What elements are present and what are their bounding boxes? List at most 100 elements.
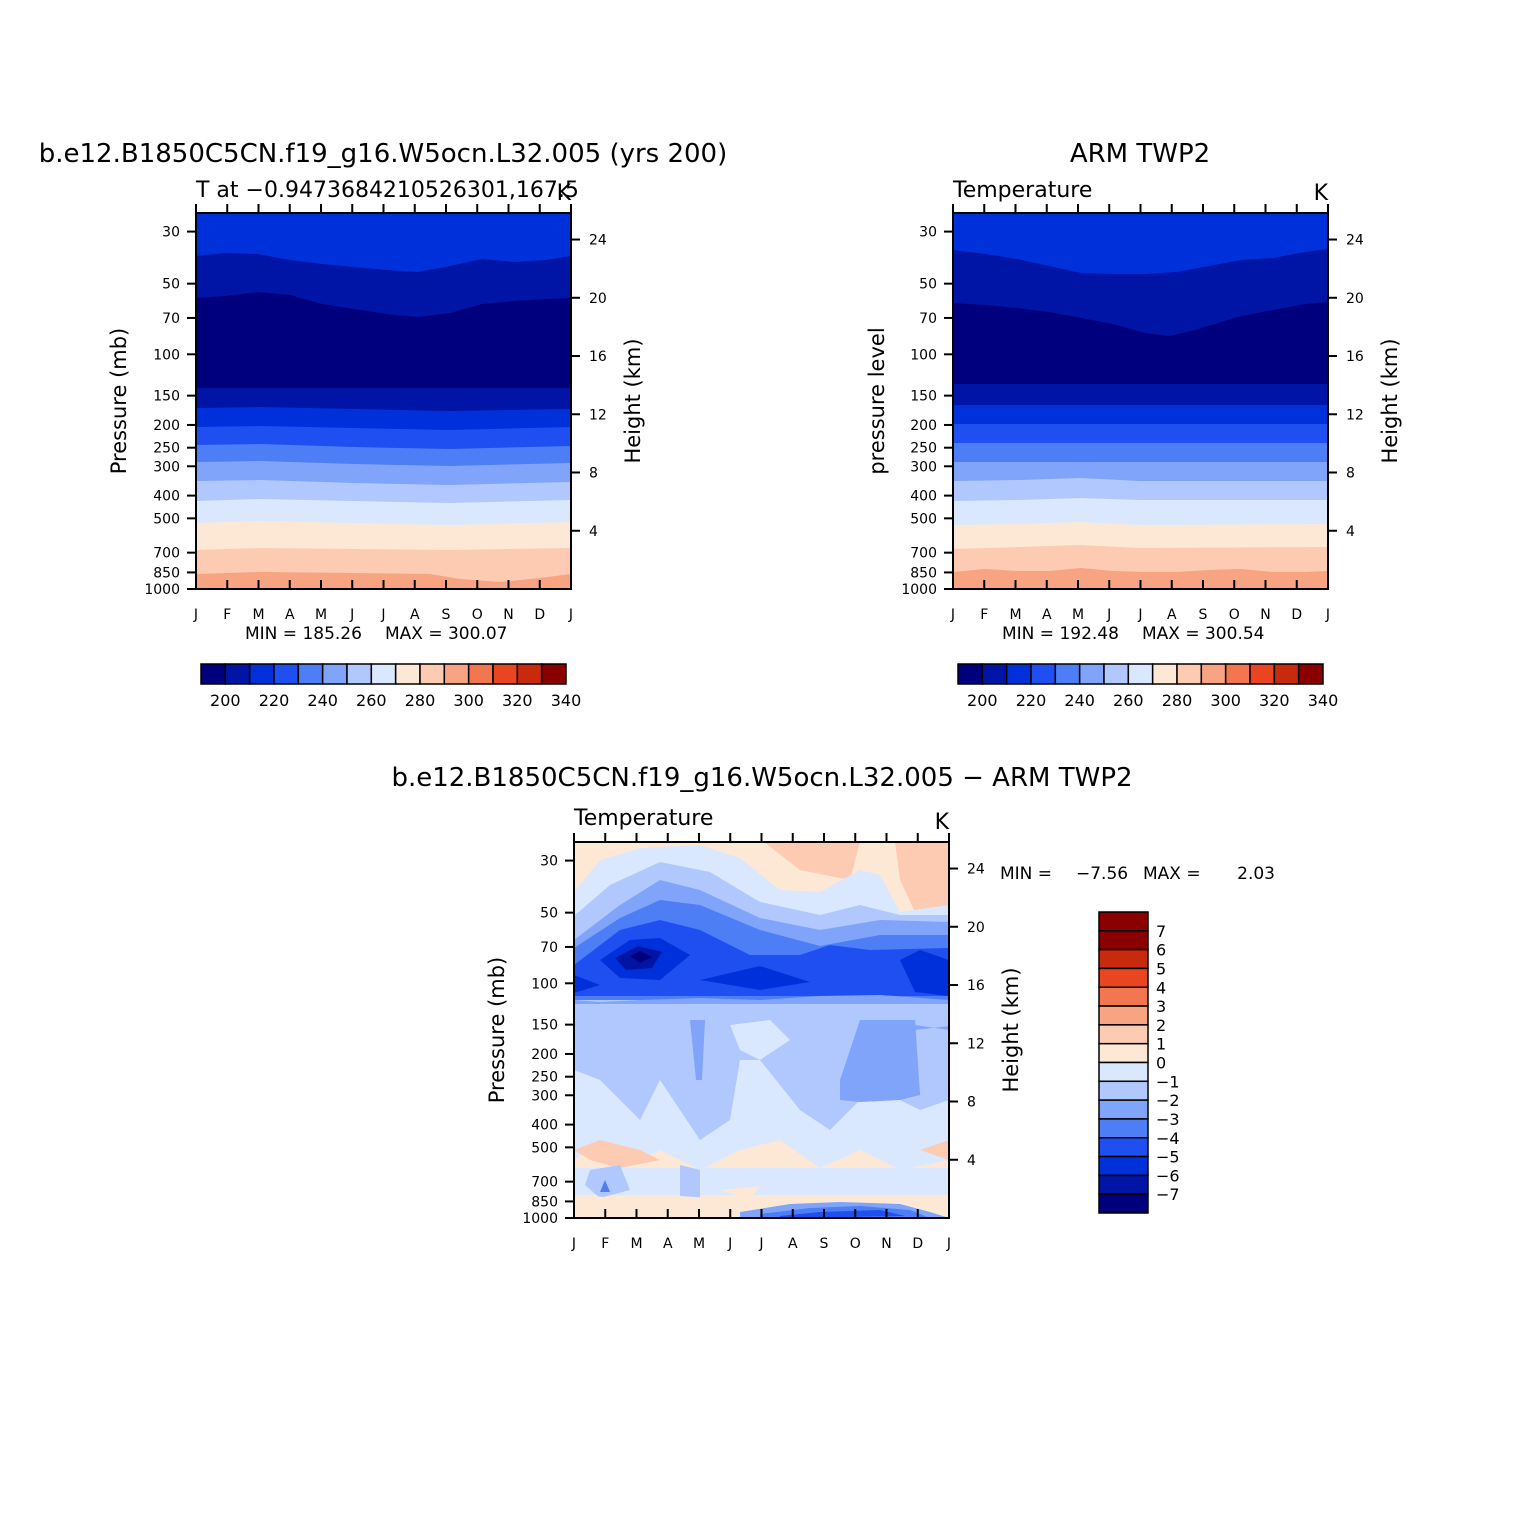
y-right-tick-label: 12 (1346, 407, 1364, 423)
x-tick-label: M (693, 1236, 705, 1252)
y-right-tick-label: 4 (1346, 524, 1355, 540)
y-tick-label: 1000 (522, 1211, 558, 1227)
colorbar-label: 7 (1156, 922, 1166, 941)
colorbar-swatch (1054, 663, 1081, 685)
x-tick-label: A (1167, 607, 1177, 623)
y-tick-label: 70 (919, 311, 937, 327)
panel-model-units: K (557, 181, 572, 206)
x-tick-label: J (1106, 607, 1111, 623)
colorbar-swatch (224, 663, 251, 685)
y-tick-label: 850 (910, 565, 937, 581)
colorbar-label: 2 (1156, 1016, 1166, 1035)
x-tick-label: O (850, 1236, 861, 1252)
colorbar-label: 4 (1156, 978, 1166, 997)
panel-obs-subtitle: Temperature (952, 178, 1092, 203)
colorbar-label: 320 (1259, 691, 1290, 710)
y-tick-label: 150 (153, 389, 180, 405)
x-tick-label: S (442, 607, 451, 623)
diff-zone-1-to-2-top (764, 842, 860, 880)
colorbar-label: 5 (1156, 959, 1166, 978)
y-tick-label: 50 (919, 277, 937, 293)
y-right-tick-label: 16 (1346, 349, 1364, 365)
y-tick-label: 500 (531, 1140, 558, 1156)
colorbar-swatch (1098, 948, 1149, 970)
y-right-tick-label: 24 (967, 862, 985, 878)
y-tick-label: 250 (531, 1070, 558, 1086)
diff-zone-lower-warm-b (920, 1140, 949, 1160)
x-tick-label: O (1229, 607, 1240, 623)
x-tick-label: J (571, 1236, 576, 1252)
x-tick-label: A (1042, 607, 1052, 623)
panel-diff: b.e12.B1850C5CN.f19_g16.W5ocn.L32.005 − … (391, 763, 1275, 1252)
colorbar-label: 200 (967, 691, 998, 710)
colorbar-swatch (370, 663, 397, 685)
y-right-tick-label: 4 (967, 1153, 976, 1169)
y-tick-label: 1000 (901, 582, 937, 598)
diff-zone-dot (600, 1180, 610, 1192)
diff-zone-minus5-to-minus6-d (574, 975, 600, 993)
y-tick-label: 50 (162, 277, 180, 293)
y-tick-label: 300 (153, 459, 180, 475)
y-tick-label: 400 (910, 489, 937, 505)
colorbar-swatch (957, 663, 984, 685)
colorbar-swatch (419, 663, 446, 685)
panel-obs-max: MAX = 300.54 (1142, 624, 1264, 644)
panel-obs-units: K (1314, 181, 1329, 206)
diff-zone-bl-warm (720, 1186, 760, 1200)
colorbar-swatch (1224, 663, 1251, 685)
colorbar-swatch (1200, 663, 1227, 685)
colorbar-swatch (321, 663, 348, 685)
panel-model-min: MIN = 185.26 (245, 624, 362, 644)
y-tick-label: 100 (531, 976, 558, 992)
panel-diff-field (574, 842, 949, 1218)
y-tick-label: 70 (162, 311, 180, 327)
colorbar-swatch (981, 663, 1008, 685)
colorbar-swatch (540, 663, 567, 685)
x-tick-label: M (252, 607, 264, 623)
colorbar-swatch (346, 663, 373, 685)
colorbar-swatch (1005, 663, 1032, 685)
y-tick-label: 250 (910, 441, 937, 457)
diff-zone-tropopause-strip (574, 1005, 949, 1020)
y-tick-label: 100 (153, 347, 180, 363)
x-tick-label: N (503, 607, 513, 623)
panel-diff-subtitle: Temperature (573, 806, 713, 831)
y-right-tick-label: 20 (1346, 291, 1364, 307)
diff-zone-minus5-to-minus6-c (900, 950, 949, 996)
x-tick-label: J (568, 607, 573, 623)
colorbar-label: 280 (1162, 691, 1193, 710)
panel-model-max: MAX = 300.07 (385, 624, 507, 644)
x-tick-label: M (315, 607, 327, 623)
colorbar-swatch (1176, 663, 1203, 685)
diff-zone-surface-coldest (780, 1210, 905, 1218)
y-tick-label: 850 (153, 565, 180, 581)
colorbar-label: 260 (1113, 691, 1144, 710)
y-tick-label: 400 (531, 1118, 558, 1134)
y-tick-label: 300 (531, 1088, 558, 1104)
colorbar-swatch (1098, 911, 1149, 932)
colorbar-swatch (1098, 1024, 1149, 1045)
panel-diff-min-label: MIN = (1000, 864, 1052, 884)
y-tick-label: 200 (153, 418, 180, 434)
y-tick-label: 70 (540, 940, 558, 956)
x-tick-label: A (410, 607, 420, 623)
colorbar-swatch (1098, 1061, 1149, 1083)
panel-obs-field (953, 213, 1328, 589)
y-tick-label: 150 (531, 1018, 558, 1034)
x-tick-label: D (534, 607, 545, 623)
colorbar-swatch (1249, 663, 1276, 685)
colorbar-label: −3 (1156, 1110, 1180, 1129)
colorbar-swatch (1127, 663, 1154, 685)
x-tick-label: J (349, 607, 354, 623)
colorbar-label: −4 (1156, 1129, 1180, 1148)
x-tick-label: F (601, 1236, 609, 1252)
colorbar-swatch (1098, 1118, 1149, 1139)
colorbar-swatch (1273, 663, 1300, 685)
colorbar-label: 220 (259, 691, 290, 710)
x-tick-label: J (758, 1236, 763, 1252)
diff-zone-minus4-to-minus5 (574, 920, 949, 996)
diff-zone-1-to-2-topright (895, 842, 949, 912)
colorbar-label: 240 (307, 691, 338, 710)
diff-zone-light-patch (730, 1020, 790, 1060)
